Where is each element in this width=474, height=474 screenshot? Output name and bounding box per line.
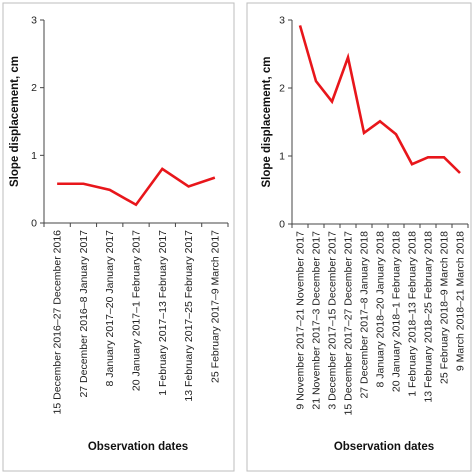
x-tick-label: 15 December 2017–27 December 2017 (343, 231, 355, 416)
x-tick-label: 25 February 2017–9 March 2017 (209, 230, 221, 383)
x-tick-label: 13 February 2017–25 February 2017 (183, 230, 195, 402)
x-tick-label: 21 November 2017–3 December 2017 (311, 231, 323, 410)
x-axis-title: Observation dates (88, 441, 188, 453)
y-axis-title: Slope displacement, cm (9, 56, 21, 187)
x-tick-label: 9 November 2017–21 November 2017 (295, 231, 307, 410)
y-tick-label: 0 (31, 218, 37, 230)
y-tick-label: 1 (31, 150, 37, 162)
y-tick-label: 3 (279, 15, 285, 27)
left-chart: 0 1 2 3 15 December 2016–27 December 2016 27 … (9, 15, 229, 453)
series-line (298, 25, 461, 174)
x-tick-label: 3 December 2017–15 December 2017 (327, 231, 339, 410)
x-tick-label: 20 January 2018–1 February 2018 (391, 231, 403, 392)
x-tick-label: 8 January 2018–20 January 2018 (375, 231, 387, 388)
x-tick-label: 25 February 2018–9 March 2018 (439, 231, 451, 384)
right-chart: 0 1 2 3 9 November 2017–21 November 2017 21 N… (261, 15, 469, 453)
x-tick-label: 27 December 2017–8 January 2018 (359, 231, 371, 399)
series-line (57, 167, 216, 207)
y-tick-label: 1 (279, 151, 285, 163)
y-tick-label: 2 (31, 82, 37, 94)
x-tick-label: 13 February 2018–25 February 2018 (423, 231, 435, 403)
y-tick-label: 2 (279, 83, 285, 95)
x-axis-title: Observation dates (334, 441, 434, 453)
x-tick-label: 9 March 2018–21 March 2018 (455, 231, 467, 371)
x-tick-label: 20 January 2017–1 February 2017 (131, 230, 143, 391)
x-tick-label: 1 February 2017–13 February 2017 (157, 230, 169, 396)
x-tick-label: 27 December 2016–8 January 2017 (78, 230, 90, 398)
left-panel-frame (2, 2, 235, 472)
y-tick-label: 3 (31, 15, 37, 27)
y-axis-title: Slope displacement, cm (261, 56, 273, 187)
y-tick-label: 0 (279, 219, 285, 231)
x-tick-label: 15 December 2016–27 December 2016 (52, 230, 64, 415)
x-tick-label: 1 February 2018–13 February 2018 (407, 231, 419, 397)
right-panel-frame (246, 2, 472, 472)
x-tick-label: 8 January 2017–20 January 2017 (104, 230, 116, 387)
